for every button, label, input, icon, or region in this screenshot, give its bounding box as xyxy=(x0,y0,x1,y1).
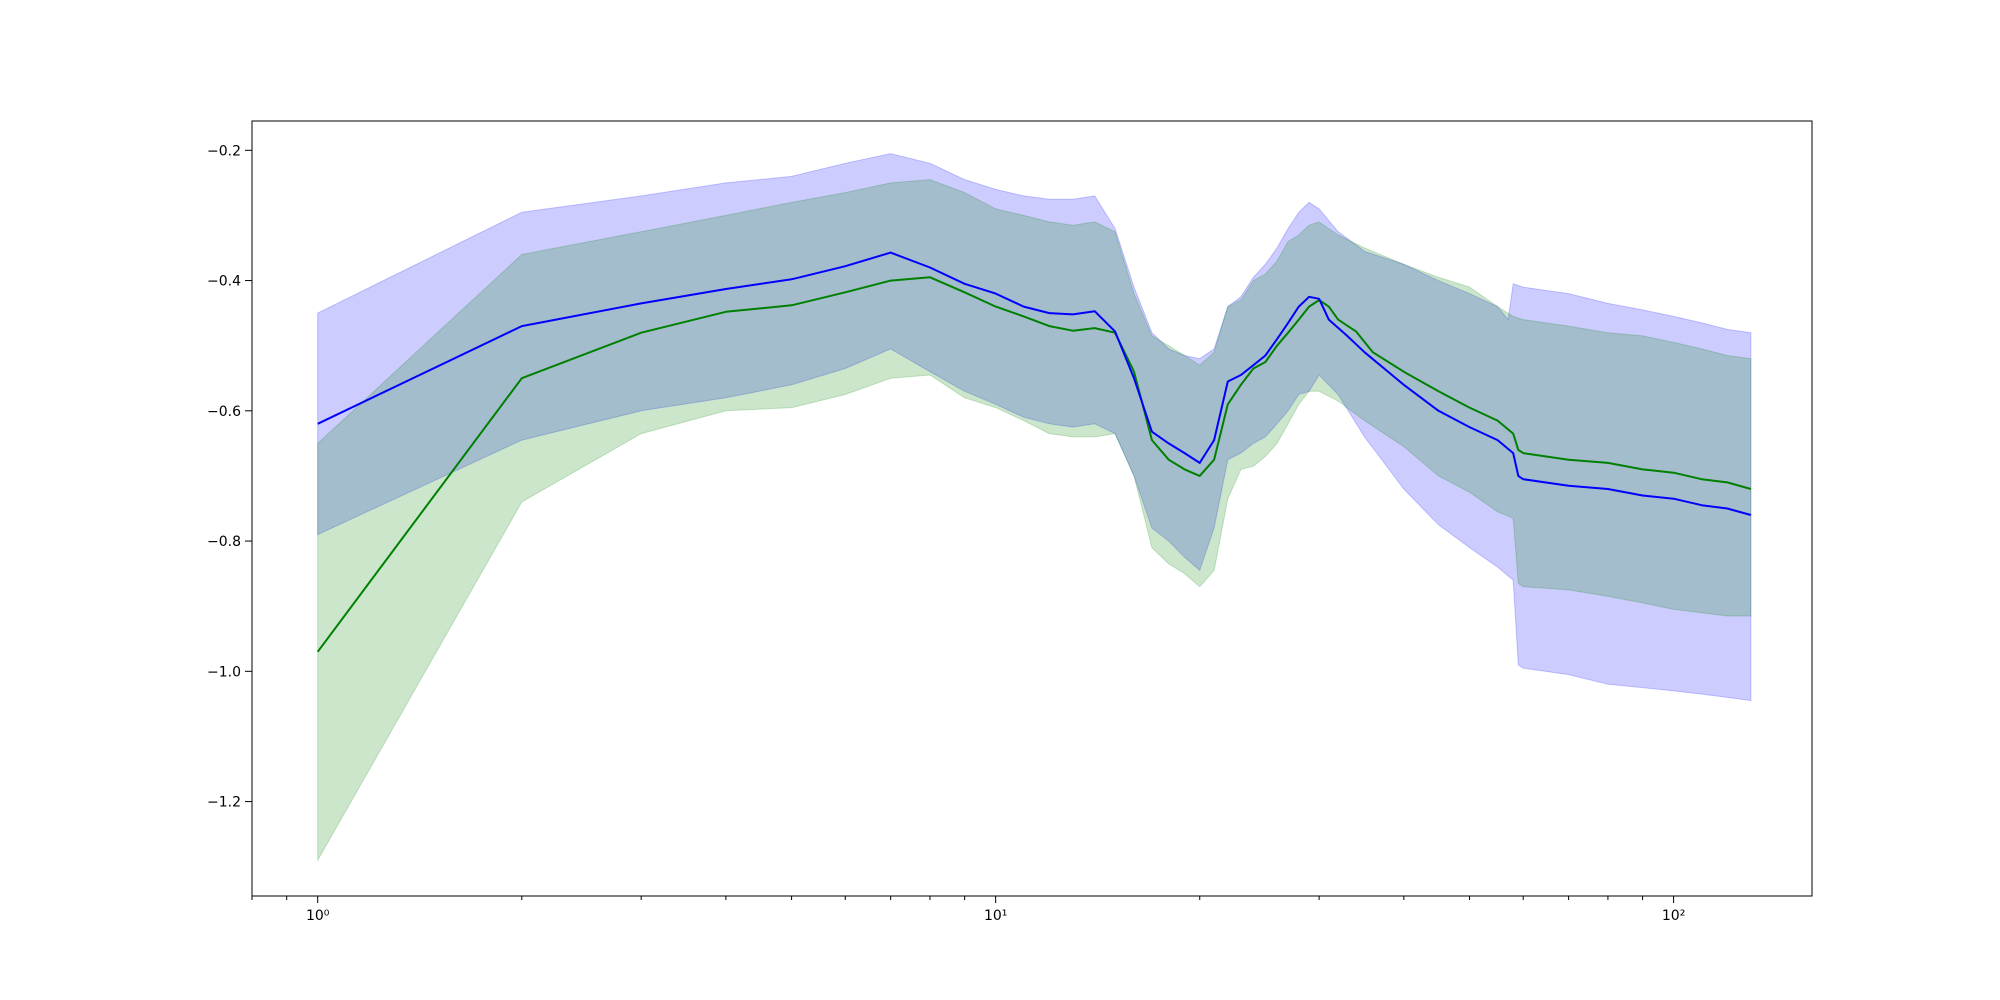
y-axis: −0.2 −0.4 −0.6 −0.8 −1.0 −1.2 xyxy=(207,143,252,811)
x-tick-label: 10¹ xyxy=(984,908,1007,924)
series-lines xyxy=(316,251,1752,653)
y-tick-label: −1.2 xyxy=(207,795,241,811)
y-tick-label: −0.2 xyxy=(207,143,241,159)
x-tick-label: 10² xyxy=(1662,908,1685,924)
x-axis: 10⁰ 10¹ 10² xyxy=(251,896,1685,924)
band-1 xyxy=(317,153,1752,702)
x-tick-label: 10⁰ xyxy=(306,908,330,924)
series-line-2 xyxy=(317,251,1752,516)
series-line-1 xyxy=(316,276,1752,653)
band-2 xyxy=(317,179,1752,863)
y-tick-label: −0.4 xyxy=(207,274,241,290)
y-tick-label: −0.8 xyxy=(207,534,241,550)
plot-frame xyxy=(251,120,1813,897)
confidence-bands xyxy=(317,153,1752,863)
y-tick-label: −0.6 xyxy=(207,404,241,420)
y-tick-label: −1.0 xyxy=(207,664,241,680)
